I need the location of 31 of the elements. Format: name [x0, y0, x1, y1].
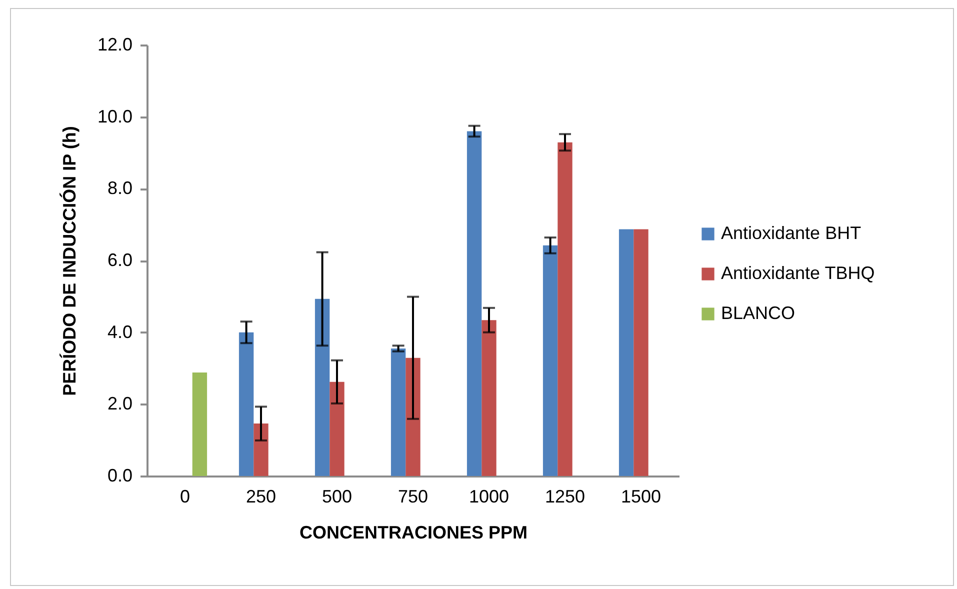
x-tick-label: 750	[398, 486, 428, 506]
x-tick-label: 500	[322, 486, 352, 506]
x-axis-title: CONCENTRACIONES PPM	[299, 522, 528, 542]
bar	[634, 229, 648, 476]
legend-label: Antioxidante BHT	[721, 223, 862, 243]
bar	[406, 358, 420, 476]
y-axis-title: PERÍODO DE INDUCCIÓN IP (h)	[59, 126, 80, 396]
bar	[192, 372, 208, 476]
y-tick-label: 0.0	[107, 466, 132, 486]
bar	[330, 382, 344, 476]
bar	[482, 320, 496, 476]
y-tick-label: 6.0	[107, 250, 132, 270]
bar	[254, 424, 268, 476]
legend-label: BLANCO	[721, 303, 796, 323]
y-tick-label: 8.0	[107, 178, 132, 198]
x-tick-label: 1250	[544, 486, 586, 506]
bar	[558, 142, 572, 476]
y-tick-label: 4.0	[107, 322, 132, 342]
y-tick-label: 10.0	[97, 106, 132, 126]
bar	[618, 229, 634, 476]
bar	[314, 298, 330, 476]
x-tick-label: 1000	[468, 486, 510, 506]
bar	[238, 332, 254, 476]
x-tick-label: 1500	[620, 486, 662, 506]
legend-label: Antioxidante TBHQ	[721, 263, 875, 283]
bar	[542, 245, 558, 476]
y-tick-label: 2.0	[107, 394, 132, 414]
y-tick-label: 12.0	[97, 34, 132, 54]
x-tick-label: 0	[180, 486, 190, 506]
bar	[466, 131, 482, 476]
x-tick-label: 250	[246, 486, 276, 506]
